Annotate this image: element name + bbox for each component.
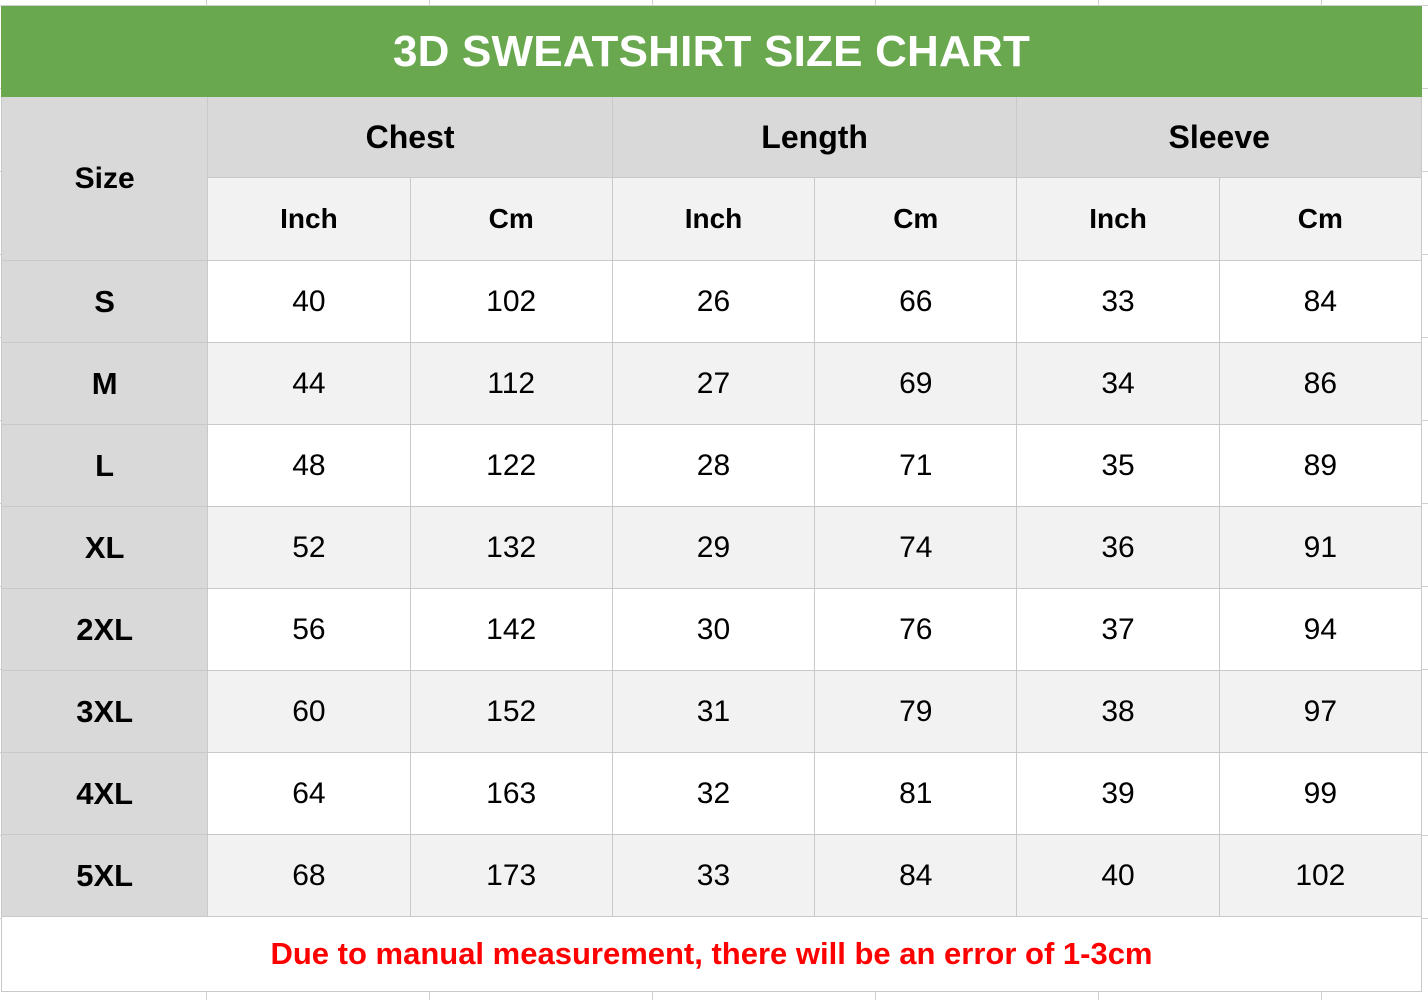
measurement-disclaimer: Due to manual measurement, there will be… (1, 916, 1422, 992)
cell-chest-inch: 56 (207, 588, 411, 671)
cell-chest-cm: 112 (409, 342, 613, 425)
cell-sleeve-cm: 99 (1218, 752, 1423, 835)
unit-header-row: Inch Cm Inch Cm Inch Cm (2, 177, 1423, 261)
group-header-row: Size Chest Length Sleeve (0, 96, 1422, 261)
cell-length-inch: 26 (611, 260, 816, 343)
cell-sleeve-cm: 89 (1218, 424, 1423, 507)
row-size-label: M (0, 342, 209, 425)
cell-sleeve-cm: 86 (1218, 342, 1423, 425)
cell-length-cm: 66 (814, 260, 1018, 343)
unit-header-sleeve-cm: Cm (1218, 177, 1423, 261)
unit-header-sleeve-inch: Inch (1016, 177, 1220, 261)
cell-sleeve-cm: 97 (1218, 670, 1423, 753)
cell-chest-inch: 52 (207, 506, 411, 589)
cell-sleeve-inch: 39 (1016, 752, 1220, 835)
cell-length-cm: 74 (814, 506, 1018, 589)
cell-length-inch: 27 (611, 342, 816, 425)
table-row: XL 52 132 29 74 36 91 (0, 506, 1423, 589)
group-header-chest: Chest (207, 96, 613, 178)
cell-chest-cm: 152 (409, 670, 613, 753)
cell-chest-cm: 102 (409, 260, 613, 343)
title-row: 3D SWEATSHIRT SIZE CHART (1, 6, 1422, 97)
cell-sleeve-inch: 40 (1016, 834, 1220, 917)
cell-sleeve-cm: 91 (1218, 506, 1423, 589)
row-size-label: L (0, 424, 209, 507)
cell-sleeve-inch: 36 (1016, 506, 1220, 589)
row-size-label: S (0, 260, 209, 343)
cell-chest-cm: 132 (409, 506, 613, 589)
cell-chest-cm: 173 (409, 834, 613, 917)
table-row: M 44 112 27 69 34 86 (0, 342, 1423, 425)
cell-length-inch: 28 (611, 424, 816, 507)
cell-length-inch: 29 (611, 506, 816, 589)
cell-length-cm: 71 (814, 424, 1018, 507)
cell-length-cm: 76 (814, 588, 1018, 671)
cell-chest-cm: 142 (409, 588, 613, 671)
cell-chest-inch: 48 (207, 424, 411, 507)
cell-sleeve-cm: 84 (1218, 260, 1423, 343)
table-row: 2XL 56 142 30 76 37 94 (0, 588, 1423, 671)
cell-sleeve-inch: 34 (1016, 342, 1220, 425)
cell-sleeve-inch: 35 (1016, 424, 1220, 507)
cell-length-cm: 81 (814, 752, 1018, 835)
table-row: 3XL 60 152 31 79 38 97 (0, 670, 1423, 753)
cell-sleeve-inch: 33 (1016, 260, 1220, 343)
cell-length-inch: 33 (611, 834, 816, 917)
table-row: L 48 122 28 71 35 89 (0, 424, 1423, 507)
cell-chest-inch: 44 (207, 342, 411, 425)
size-column-header: Size (0, 96, 209, 261)
row-size-label: 2XL (0, 588, 209, 671)
unit-header-length-cm: Cm (814, 177, 1018, 261)
cell-length-inch: 32 (611, 752, 816, 835)
cell-chest-cm: 122 (409, 424, 613, 507)
row-size-label: 3XL (0, 670, 209, 753)
cell-sleeve-cm: 94 (1218, 588, 1423, 671)
chart-title: 3D SWEATSHIRT SIZE CHART (1, 6, 1422, 97)
cell-chest-cm: 163 (409, 752, 613, 835)
row-size-label: 4XL (0, 752, 209, 835)
cell-sleeve-inch: 38 (1016, 670, 1220, 753)
cell-length-cm: 79 (814, 670, 1018, 753)
table-row: 5XL 68 173 33 84 40 102 (0, 834, 1423, 917)
cell-chest-inch: 64 (207, 752, 411, 835)
cell-sleeve-cm: 102 (1218, 834, 1423, 917)
cell-chest-inch: 60 (207, 670, 411, 753)
unit-header-length-inch: Inch (611, 177, 816, 261)
unit-header-chest-inch: Inch (207, 177, 411, 261)
group-header-sleeve: Sleeve (1016, 96, 1422, 178)
table-row: S 40 102 26 66 33 84 (0, 260, 1423, 343)
cell-length-inch: 31 (611, 670, 816, 753)
size-chart-table: 3D SWEATSHIRT SIZE CHART Size Chest Leng… (0, 6, 1423, 992)
row-size-label: 5XL (0, 834, 209, 917)
row-size-label: XL (0, 506, 209, 589)
cell-sleeve-inch: 37 (1016, 588, 1220, 671)
cell-length-cm: 84 (814, 834, 1018, 917)
cell-chest-inch: 40 (207, 260, 411, 343)
footnote-row: Due to manual measurement, there will be… (1, 916, 1422, 992)
cell-length-inch: 30 (611, 588, 816, 671)
table-row: 4XL 64 163 32 81 39 99 (0, 752, 1423, 835)
unit-header-chest-cm: Cm (409, 177, 613, 261)
cell-chest-inch: 68 (207, 834, 411, 917)
group-header-length: Length (611, 96, 1018, 178)
cell-length-cm: 69 (814, 342, 1018, 425)
